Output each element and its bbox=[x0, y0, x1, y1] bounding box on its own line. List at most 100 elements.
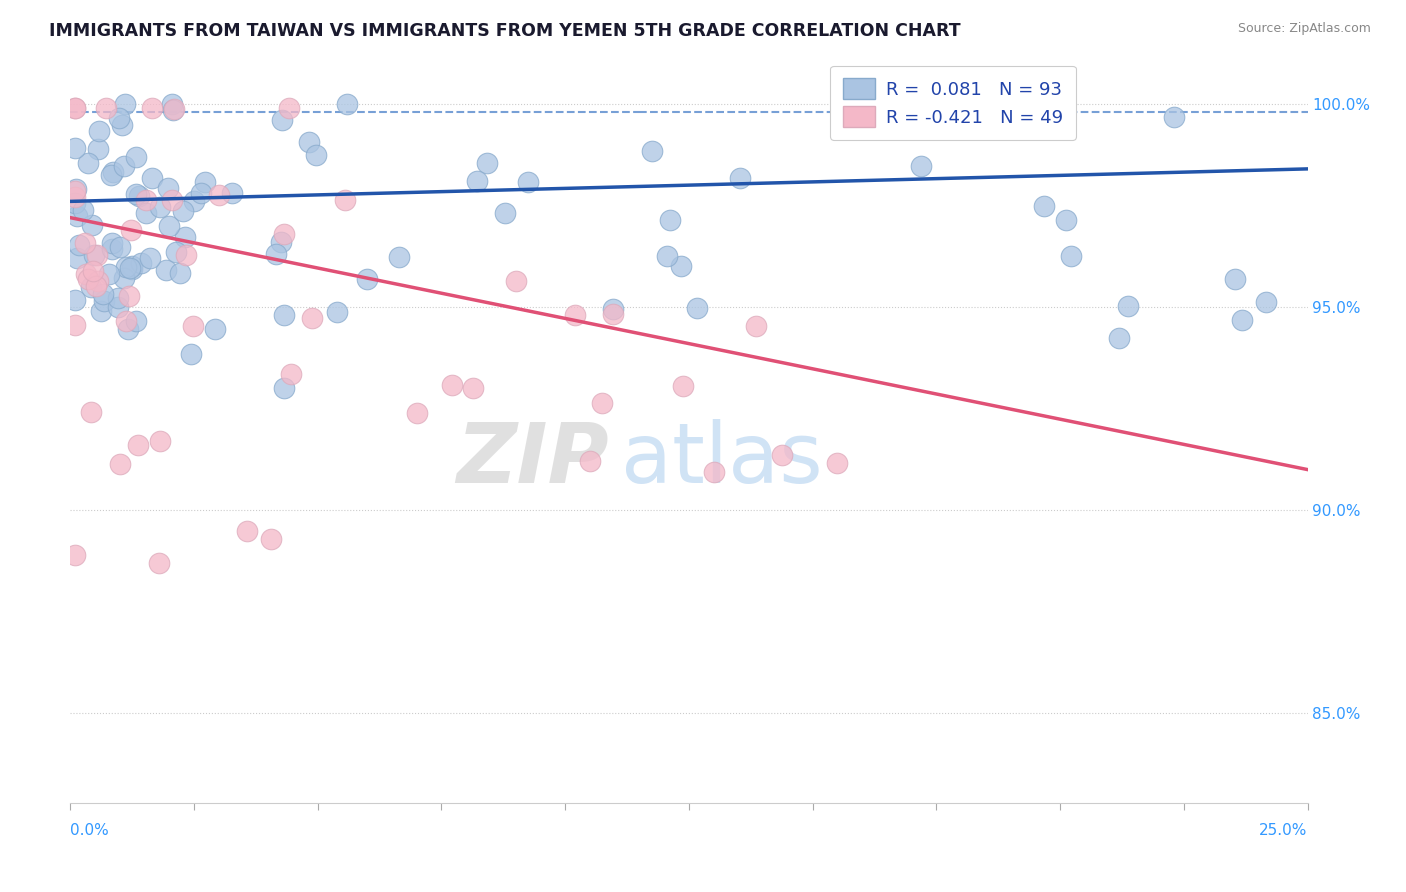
Point bbox=[108, 457, 131, 471]
Point bbox=[1232, 313, 1254, 327]
Point bbox=[67, 237, 90, 252]
Point bbox=[101, 164, 124, 178]
Point bbox=[579, 454, 602, 468]
Point bbox=[162, 194, 184, 208]
Point bbox=[1059, 249, 1081, 263]
Point bbox=[87, 274, 110, 288]
Point bbox=[591, 395, 613, 409]
Point bbox=[1029, 112, 1052, 127]
Point bbox=[135, 193, 157, 207]
Point bbox=[125, 313, 148, 327]
Point bbox=[669, 259, 692, 273]
Point bbox=[356, 272, 378, 286]
Point bbox=[730, 171, 752, 186]
Point bbox=[77, 155, 100, 169]
Point bbox=[1225, 272, 1247, 286]
Point bbox=[108, 111, 131, 125]
Point bbox=[221, 186, 243, 200]
Point bbox=[655, 249, 678, 263]
Point bbox=[114, 96, 136, 111]
Point bbox=[173, 230, 195, 244]
Point bbox=[827, 456, 849, 470]
Point bbox=[155, 263, 177, 277]
Point bbox=[157, 219, 180, 233]
Text: IMMIGRANTS FROM TAIWAN VS IMMIGRANTS FROM YEMEN 5TH GRADE CORRELATION CHART: IMMIGRANTS FROM TAIWAN VS IMMIGRANTS FRO… bbox=[49, 22, 960, 40]
Point bbox=[1033, 199, 1056, 213]
Point bbox=[333, 194, 356, 208]
Point bbox=[910, 160, 932, 174]
Point bbox=[602, 301, 624, 316]
Point bbox=[77, 272, 100, 286]
Point bbox=[516, 175, 538, 189]
Point bbox=[98, 268, 121, 282]
Point bbox=[72, 203, 94, 218]
Text: atlas: atlas bbox=[621, 418, 823, 500]
Point bbox=[139, 251, 162, 265]
Point bbox=[120, 222, 142, 236]
Point bbox=[73, 236, 96, 251]
Point bbox=[564, 308, 586, 322]
Point bbox=[96, 101, 118, 115]
Point bbox=[181, 319, 204, 334]
Point bbox=[204, 322, 226, 336]
Point bbox=[100, 168, 122, 182]
Point bbox=[273, 227, 295, 242]
Point bbox=[703, 466, 725, 480]
Point bbox=[90, 303, 112, 318]
Point bbox=[86, 248, 108, 262]
Point bbox=[183, 194, 205, 208]
Point bbox=[128, 189, 150, 203]
Point bbox=[770, 449, 793, 463]
Point bbox=[121, 260, 143, 274]
Point bbox=[305, 148, 328, 162]
Point bbox=[236, 524, 259, 538]
Point bbox=[148, 556, 170, 570]
Point bbox=[65, 548, 87, 562]
Point bbox=[93, 294, 115, 309]
Point bbox=[208, 188, 231, 202]
Point bbox=[65, 195, 87, 210]
Point bbox=[686, 301, 709, 315]
Point bbox=[298, 135, 321, 149]
Point bbox=[82, 263, 104, 277]
Point bbox=[336, 96, 359, 111]
Point bbox=[65, 141, 87, 155]
Point bbox=[1054, 212, 1077, 227]
Point bbox=[80, 279, 103, 293]
Point bbox=[465, 174, 488, 188]
Point bbox=[80, 405, 103, 419]
Point bbox=[1108, 331, 1130, 345]
Point bbox=[112, 271, 135, 285]
Point bbox=[87, 124, 110, 138]
Point bbox=[80, 219, 103, 233]
Legend: R =  0.081   N = 93, R = -0.421   N = 49: R = 0.081 N = 93, R = -0.421 N = 49 bbox=[830, 66, 1076, 140]
Point bbox=[127, 438, 149, 452]
Point bbox=[326, 304, 349, 318]
Point bbox=[107, 300, 129, 314]
Point bbox=[173, 203, 195, 218]
Point bbox=[66, 251, 89, 265]
Point bbox=[169, 266, 191, 280]
Point bbox=[602, 307, 624, 321]
Point bbox=[65, 101, 87, 115]
Point bbox=[270, 235, 292, 250]
Point bbox=[672, 379, 695, 393]
Point bbox=[149, 434, 172, 449]
Point bbox=[990, 96, 1012, 111]
Point bbox=[115, 314, 138, 328]
Text: ZIP: ZIP bbox=[456, 418, 609, 500]
Point bbox=[441, 377, 464, 392]
Point bbox=[1116, 300, 1139, 314]
Point bbox=[273, 309, 295, 323]
Point bbox=[112, 160, 135, 174]
Point bbox=[125, 150, 148, 164]
Point bbox=[107, 291, 129, 305]
Point bbox=[273, 381, 295, 395]
Point bbox=[264, 247, 287, 261]
Point bbox=[100, 235, 122, 250]
Point bbox=[120, 261, 142, 276]
Point bbox=[461, 381, 484, 395]
Point bbox=[83, 248, 105, 262]
Point bbox=[121, 262, 143, 277]
Point bbox=[162, 102, 184, 116]
